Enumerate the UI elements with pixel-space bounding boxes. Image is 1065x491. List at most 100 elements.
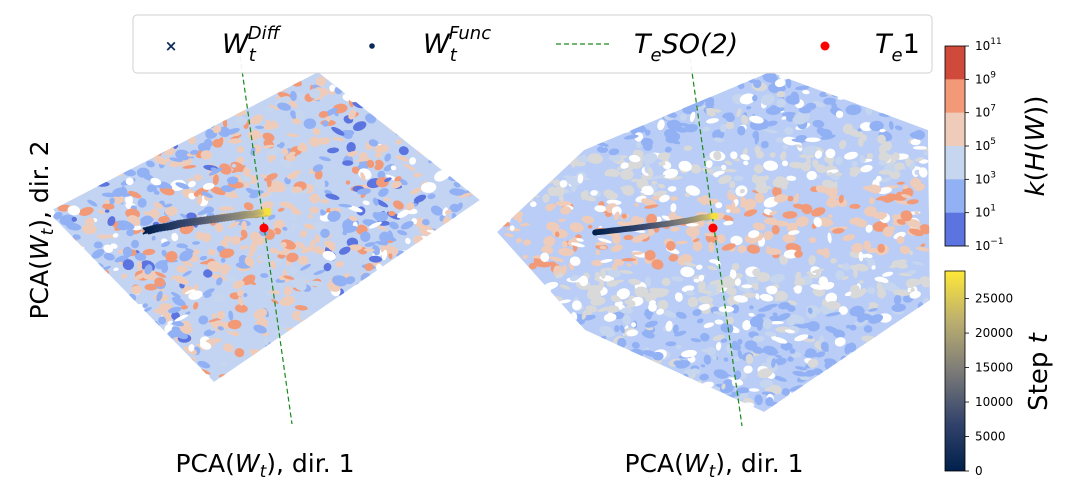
contour-cell bbox=[71, 216, 77, 222]
contour-cell bbox=[290, 102, 298, 109]
contour-cell bbox=[526, 285, 532, 295]
contour-cell bbox=[73, 281, 81, 288]
contour-cell bbox=[664, 146, 672, 153]
contour-cell bbox=[793, 352, 802, 358]
contour-cell bbox=[93, 274, 107, 283]
contour-cell bbox=[587, 153, 603, 164]
contour-cell bbox=[670, 203, 677, 213]
contour-cell bbox=[278, 202, 288, 207]
contour-cell bbox=[360, 172, 366, 182]
contour-cell bbox=[752, 335, 765, 343]
contour-cell bbox=[848, 364, 865, 371]
contour-cell bbox=[572, 300, 582, 311]
contour-cell bbox=[146, 184, 155, 193]
contour-cell bbox=[622, 314, 631, 326]
contour-cell bbox=[667, 89, 672, 99]
contour-cell bbox=[176, 265, 188, 273]
contour-cell bbox=[264, 171, 272, 176]
contour-cell bbox=[559, 396, 573, 401]
contour-cell bbox=[60, 303, 68, 309]
contour-cell bbox=[906, 360, 912, 370]
contour-cell bbox=[608, 148, 620, 156]
contour-cell bbox=[62, 96, 76, 104]
contour-cell bbox=[591, 75, 601, 86]
contour-cell bbox=[583, 388, 594, 398]
contour-cell bbox=[263, 106, 276, 112]
contour-cell bbox=[188, 180, 196, 188]
contour-cell bbox=[891, 259, 908, 266]
contour-cell bbox=[497, 304, 510, 311]
contour-cell bbox=[147, 105, 161, 115]
contour-cell bbox=[551, 405, 557, 412]
contour-cell bbox=[657, 299, 669, 311]
contour-cell bbox=[367, 367, 384, 376]
contour-cell bbox=[857, 350, 869, 360]
contour-cell bbox=[867, 383, 875, 387]
contour-cell bbox=[389, 300, 404, 311]
contour-cell bbox=[338, 359, 354, 367]
contour-cell bbox=[259, 353, 267, 362]
contour-cell bbox=[340, 344, 349, 351]
contour-cell bbox=[148, 134, 159, 144]
contour-cell bbox=[900, 322, 914, 328]
contour-cell bbox=[647, 167, 654, 177]
contour-cell bbox=[573, 123, 582, 134]
contour-cell bbox=[526, 360, 542, 368]
contour-cell bbox=[56, 74, 63, 84]
contour-cell bbox=[270, 260, 277, 270]
contour-cell bbox=[644, 249, 656, 261]
contour-cell bbox=[604, 109, 614, 114]
contour-cell bbox=[468, 179, 479, 188]
contour-cell bbox=[596, 356, 603, 362]
contour-cell bbox=[802, 89, 810, 95]
contour-cell bbox=[439, 260, 450, 269]
contour-cell bbox=[111, 342, 120, 351]
contour-cell bbox=[834, 337, 846, 347]
colorbar-condition-label: k(H(W)) bbox=[1021, 96, 1051, 197]
contour-cell bbox=[94, 91, 106, 102]
contour-cell bbox=[63, 99, 68, 103]
contour-cell bbox=[69, 362, 84, 374]
contour-cell bbox=[561, 240, 568, 248]
contour-cell bbox=[769, 210, 778, 216]
contour-cell bbox=[870, 392, 881, 400]
contour-cell bbox=[662, 88, 673, 96]
contour-cell bbox=[599, 326, 614, 336]
contour-cell bbox=[441, 332, 455, 339]
contour-cell bbox=[142, 248, 156, 256]
contour-cell bbox=[197, 83, 205, 94]
contour-cell bbox=[815, 271, 822, 277]
contour-cell bbox=[66, 222, 82, 231]
contour-cell bbox=[155, 260, 168, 270]
contour-cell bbox=[776, 98, 786, 108]
contour-cell bbox=[441, 341, 450, 351]
contour-cell bbox=[589, 405, 599, 412]
contour-cell bbox=[628, 369, 635, 379]
contour-cell bbox=[241, 220, 247, 232]
contour-cell bbox=[323, 262, 332, 272]
contour-cell bbox=[315, 316, 321, 323]
contour-cell bbox=[67, 268, 81, 277]
contour-cell bbox=[395, 113, 403, 124]
contour-cell bbox=[844, 151, 858, 160]
contour-cell bbox=[48, 359, 53, 365]
contour-cell bbox=[882, 271, 894, 277]
contour-cell bbox=[102, 325, 112, 332]
contour-cell bbox=[695, 211, 708, 216]
colorbar-tick-label: 1011 bbox=[975, 37, 1002, 53]
contour-cell bbox=[699, 373, 709, 381]
contour-cell bbox=[906, 199, 919, 205]
contour-cell bbox=[128, 332, 136, 342]
contour-cell bbox=[877, 243, 886, 253]
contour-cell bbox=[877, 366, 891, 376]
contour-cell bbox=[878, 144, 887, 155]
contour-cell bbox=[560, 388, 574, 400]
contour-cell bbox=[892, 359, 902, 367]
contour-cell bbox=[96, 73, 110, 81]
contour-cell bbox=[88, 327, 98, 337]
contour-cell bbox=[154, 277, 166, 288]
contour-cell bbox=[875, 337, 883, 346]
contour-cell bbox=[372, 245, 381, 256]
contour-cell bbox=[357, 361, 367, 368]
